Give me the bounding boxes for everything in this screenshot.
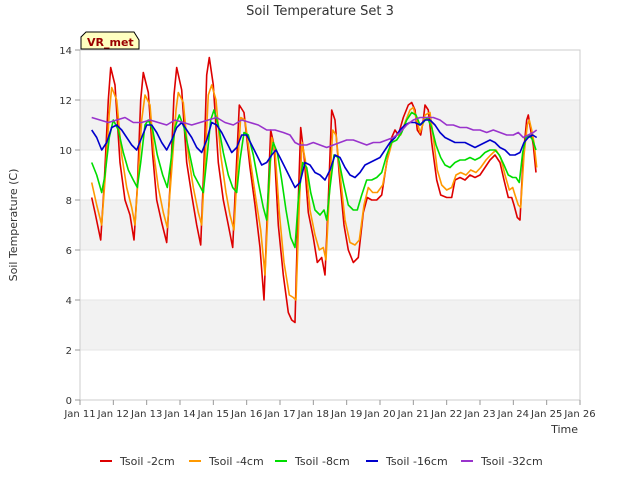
y-tick-label: 8 [66,196,72,207]
x-tick-label: Jan 19 [330,409,362,420]
legend-label-3: Tsoil -8cm [294,455,350,468]
series-line-5 [91,116,538,149]
x-tick-label: Jan 21 [397,409,429,420]
x-tick-label: Jan 20 [363,409,395,420]
legend-label-2: Tsoil -4cm [208,455,264,468]
y-tick-label: 2 [66,346,72,357]
series-line-2 [90,84,538,301]
series-line-3 [90,109,537,249]
legend-label-1: Tsoil -2cm [119,455,175,468]
x-tick-label: Jan 12 [97,409,129,420]
y-tick-label: 10 [59,146,72,157]
x-axis: Jan 11 Jan 12 Jan 13 Jan 14 Jan 15 Jan 16 Jan … [63,400,596,420]
x-tick-label: Jan 17 [263,409,295,420]
chart-title: Soil Temperature Set 3 [246,4,394,19]
x-tick-label: Jan 13 [130,409,162,420]
x-tick-label: Jan 15 [197,409,229,420]
x-axis-label: Time [550,423,578,436]
y-band [80,200,580,250]
legend-label-5: Tsoil -32cm [480,455,543,468]
series-lines [90,56,538,324]
y-tick-label: 4 [66,296,72,307]
y-axis: 0 2 4 6 8 10 12 14 [59,46,80,407]
y-tick-label: 0 [66,396,72,407]
x-tick-label: Jan 14 [163,409,195,420]
plot-area-frame [79,49,581,401]
x-tick-label: Jan 11 [63,409,95,420]
x-tick-label: Jan 26 [563,409,595,420]
x-tick-label: Jan 16 [230,409,262,420]
y-band [80,300,580,350]
vr-met-badge: VR_met [80,31,140,50]
y-tick-label: 6 [66,246,72,257]
x-tick-label: Jan 24 [497,409,529,420]
x-tick-label: Jan 22 [430,409,462,420]
legend-label-4: Tsoil -16cm [385,455,448,468]
badge-shape [80,31,140,50]
x-tick-label: Jan 25 [530,409,562,420]
y-tick-label: 12 [59,96,72,107]
plot-bands [80,100,580,350]
series-line-4 [91,119,538,189]
badge-label: VR_met [87,36,134,49]
x-tick-label: Jan 18 [297,409,329,420]
legend: Tsoil -2cm Tsoil -4cm Tsoil -8cm Tsoil -16c… [100,455,543,468]
x-tick-label: Jan 23 [463,409,495,420]
y-tick-label: 14 [59,46,72,57]
y-axis-label: Soil Temperature (C) [7,169,20,282]
